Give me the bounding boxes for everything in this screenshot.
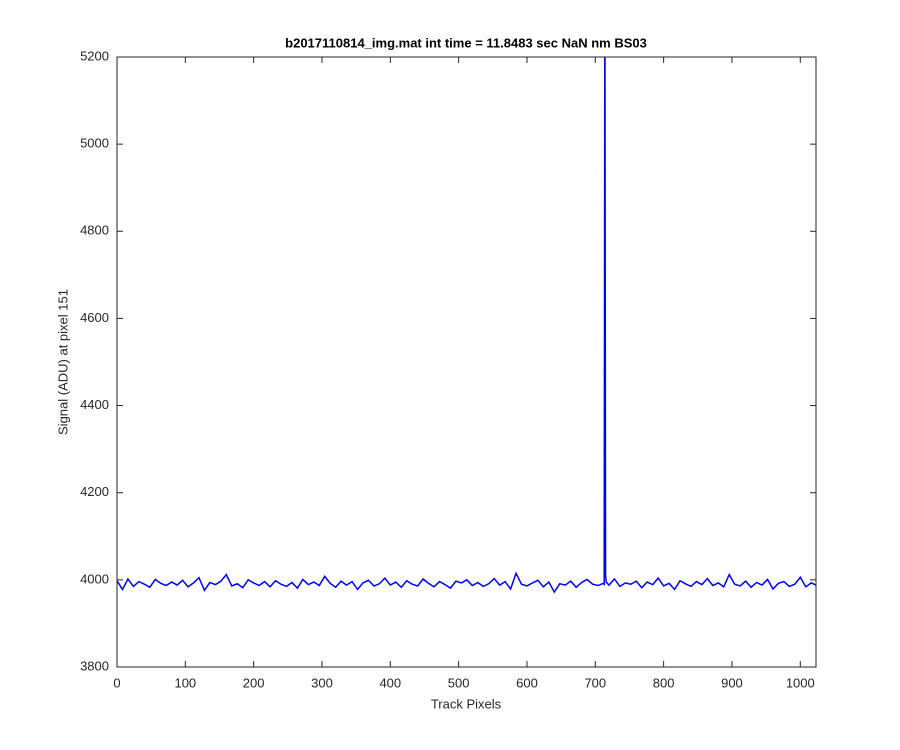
y-tick-label: 5200 (80, 48, 109, 63)
y-tick-label: 4600 (80, 310, 109, 325)
x-tick-label: 200 (243, 675, 265, 690)
x-tick-label: 600 (516, 675, 538, 690)
y-tick-label: 4800 (80, 223, 109, 238)
x-tick-label: 400 (379, 675, 401, 690)
y-axis-label: Signal (ADU) at pixel 151 (55, 289, 70, 435)
x-tick-label: 800 (653, 675, 675, 690)
x-tick-label: 900 (721, 675, 743, 690)
x-tick-label: 500 (448, 675, 470, 690)
y-tick-label: 4000 (80, 571, 109, 586)
x-tick-label: 0 (113, 675, 120, 690)
y-tick-label: 4400 (80, 397, 109, 412)
plot-area (117, 57, 816, 667)
x-tick-label: 700 (584, 675, 606, 690)
y-tick-label: 5000 (80, 136, 109, 151)
x-axis-label: Track Pixels (431, 696, 502, 711)
axes-box (116, 56, 817, 668)
x-tick-label: 300 (311, 675, 333, 690)
y-tick-label: 4200 (80, 484, 109, 499)
y-tick-label: 3800 (80, 658, 109, 673)
data-line (117, 57, 816, 594)
x-tick-label: 1000 (786, 675, 815, 690)
x-tick-label: 100 (174, 675, 196, 690)
chart-title: b2017110814_img.mat int time = 11.8483 s… (285, 35, 647, 50)
